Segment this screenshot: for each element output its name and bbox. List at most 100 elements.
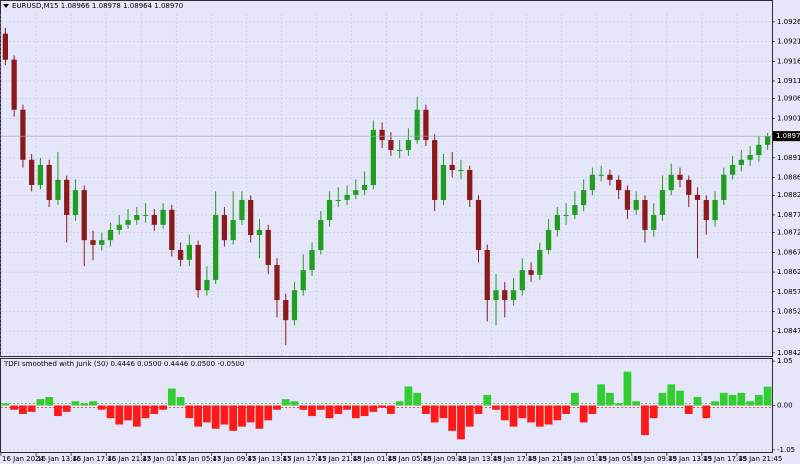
histogram-bar xyxy=(203,405,211,423)
y-tick-label: 1.09015 xyxy=(777,114,800,122)
candle-body xyxy=(318,220,324,251)
histogram-bar xyxy=(80,403,89,406)
candle-body xyxy=(467,170,473,200)
histogram-bar xyxy=(290,401,299,406)
histogram-bar xyxy=(667,384,676,406)
histogram-bar xyxy=(10,405,19,410)
histogram-bar xyxy=(606,392,614,406)
histogram-bar xyxy=(334,405,343,414)
candle-body xyxy=(721,174,727,200)
histogram-bar xyxy=(413,392,422,406)
x-tick-label: 18 Jan 09:45 xyxy=(423,455,467,463)
histogram-bar xyxy=(492,405,500,410)
candle-body xyxy=(344,194,350,200)
y-tick-label: 1.05 xyxy=(777,357,793,365)
histogram-bar xyxy=(150,405,159,414)
candle-body xyxy=(598,174,604,176)
histogram-bar xyxy=(676,390,684,406)
candle-body xyxy=(326,199,333,221)
histogram-bar xyxy=(238,405,246,427)
y-tick-label: 0.00 xyxy=(777,402,793,410)
x-tick-label: 19 Jan 09:45 xyxy=(633,455,677,463)
histogram-bar xyxy=(255,405,264,429)
candle-body xyxy=(589,174,596,191)
candle-body xyxy=(134,214,140,221)
histogram-bar xyxy=(54,405,62,417)
candle-body xyxy=(677,174,683,180)
histogram-bar xyxy=(702,405,711,419)
x-tick-label: 19 Jan 13:45 xyxy=(668,455,712,463)
indicator-header: TDFI smoothed with Jurik (50) 0.4446 0.0… xyxy=(3,360,244,368)
histogram-bar xyxy=(649,405,658,419)
x-tick-label: 17 Jan 17:45 xyxy=(282,455,326,463)
candle-body xyxy=(607,174,613,180)
x-tick-label: 17 Jan 05:45 xyxy=(177,455,221,463)
candle-body xyxy=(738,159,744,165)
candle-body xyxy=(458,170,464,172)
y-tick-label: 1.08725 xyxy=(777,229,800,237)
histogram-bar xyxy=(387,405,395,414)
histogram-bar xyxy=(62,405,71,412)
y-tick-label: 1.08525 xyxy=(777,307,800,315)
histogram-bar xyxy=(106,405,115,419)
candle-body xyxy=(686,179,692,195)
x-tick-label: 18 Jan 05:45 xyxy=(388,455,432,463)
candle-body xyxy=(29,159,35,185)
histogram-bar xyxy=(36,399,45,406)
candle-body xyxy=(248,199,254,236)
x-tick-label: 16 Jan 2024 xyxy=(2,455,45,463)
histogram-bar xyxy=(746,401,754,406)
candle-body xyxy=(510,290,517,301)
histogram-bar xyxy=(395,401,404,406)
candle-body xyxy=(379,129,385,141)
histogram-bar xyxy=(570,392,579,406)
histogram-bar xyxy=(430,405,439,423)
histogram-bar xyxy=(325,405,334,419)
candle-body xyxy=(116,224,122,230)
candle-body xyxy=(572,205,578,215)
candle-body xyxy=(519,270,525,291)
histogram-bar xyxy=(220,405,229,425)
candle-body xyxy=(20,109,26,160)
candle-body xyxy=(107,229,114,241)
candle-body xyxy=(239,199,245,221)
histogram-bar xyxy=(273,405,281,410)
histogram-bar xyxy=(632,401,641,406)
menu-arrow[interactable] xyxy=(3,4,9,8)
candle-body xyxy=(64,179,70,215)
x-tick-label: 17 Jan 21:45 xyxy=(317,455,361,463)
candle-body xyxy=(151,214,157,225)
candle-body xyxy=(2,33,9,60)
histogram-bar xyxy=(141,405,150,419)
histogram-bar xyxy=(246,405,255,423)
x-tick-label: 18 Jan 21:45 xyxy=(528,455,572,463)
candle-body xyxy=(624,190,631,210)
candle-body xyxy=(405,140,412,150)
histogram-bar xyxy=(185,405,194,419)
x-tick-label: 17 Jan 13:45 xyxy=(247,455,291,463)
histogram-bar xyxy=(597,384,606,406)
histogram-bar xyxy=(737,392,746,406)
histogram-bar xyxy=(1,403,10,406)
candle-body xyxy=(554,214,560,230)
x-tick-label: 18 Jan 13:45 xyxy=(458,455,502,463)
histogram-bar xyxy=(71,401,80,406)
candle-body xyxy=(125,220,131,225)
candle-body xyxy=(423,109,429,141)
candle-body xyxy=(756,144,762,156)
candle-body xyxy=(388,140,394,150)
candle-body xyxy=(633,199,639,210)
candle-body xyxy=(493,290,499,301)
histogram-bar xyxy=(45,397,54,406)
symbol-header: EURUSD,M15 1.08966 1.08978 1.08964 1.089… xyxy=(12,2,183,10)
candle-body xyxy=(581,190,587,206)
histogram-bar xyxy=(27,405,36,412)
histogram-bar xyxy=(623,371,632,406)
y-tick-label: 1.08915 xyxy=(777,154,800,162)
candle-body xyxy=(747,155,753,160)
candle-body xyxy=(81,190,87,241)
candle-body xyxy=(55,179,61,200)
candle-body xyxy=(169,209,175,251)
candle-body xyxy=(72,190,79,215)
histogram-bar xyxy=(641,405,649,436)
